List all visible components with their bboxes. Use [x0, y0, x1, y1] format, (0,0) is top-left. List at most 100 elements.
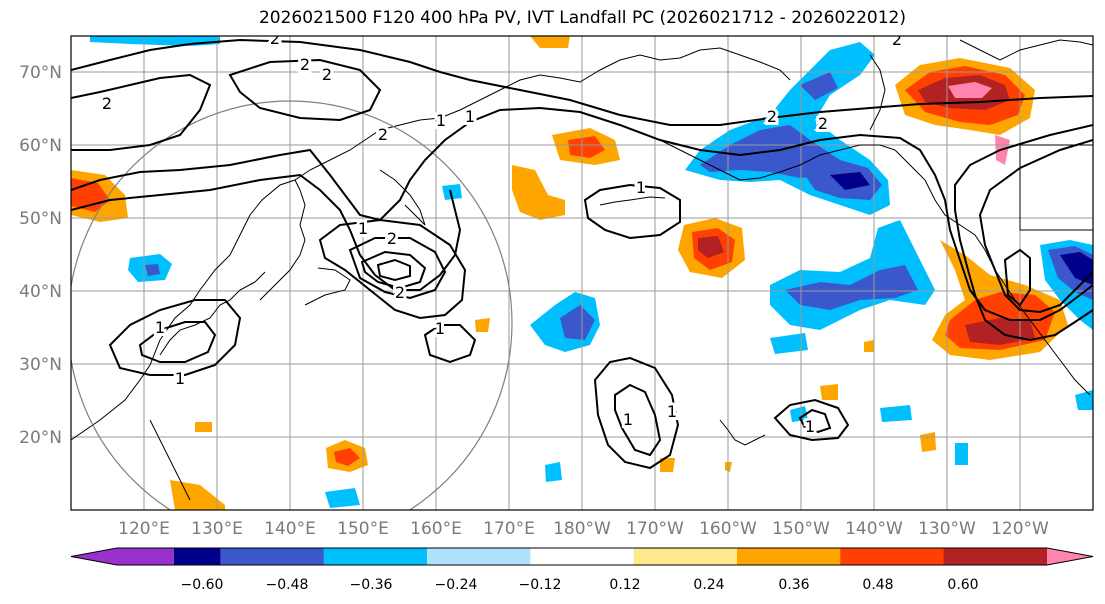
lon-label: 160°E — [410, 519, 462, 539]
lat-label: 20°N — [19, 428, 62, 448]
pv-shading — [71, 36, 1093, 510]
colorbar-tick-label: 0.48 — [862, 577, 893, 593]
contour-label: 2 — [322, 65, 332, 84]
lon-label: 150°W — [772, 519, 830, 539]
colorbar-tick-label: −0.12 — [519, 577, 562, 593]
colorbar-segment — [943, 548, 1047, 565]
map-frame — [70, 35, 1094, 511]
shade-blue-small-5 — [325, 488, 360, 508]
colorbar-segment — [840, 548, 945, 565]
colorbar-tick-label: 0.36 — [778, 577, 809, 593]
contour-label: 2 — [387, 229, 397, 248]
contour-label: 1 — [358, 219, 368, 238]
colorbar-segment — [427, 548, 531, 565]
contour-labels: 2 2 2 2 2 2 2 2 1 1 1 1 1 1 1 1 2 2 1 1 — [99, 29, 905, 439]
colorbar-segment — [323, 548, 428, 565]
lon-label: 170°E — [483, 519, 535, 539]
reference-circle — [71, 100, 513, 510]
colorbar-segment — [530, 548, 635, 565]
colorbar-tick-label: −0.60 — [181, 577, 224, 593]
shade-orange-3 — [512, 165, 565, 220]
colorbar-segment — [173, 548, 221, 565]
shade-navy-right — [1060, 252, 1093, 285]
shade-orange-small-10 — [660, 458, 675, 472]
contour-label: 2 — [395, 283, 405, 302]
shade-orange-top — [530, 36, 570, 48]
shade-darkred-4 — [698, 236, 724, 258]
contour-label: 1 — [805, 417, 815, 436]
shade-red-2 — [568, 136, 605, 158]
contour-label: 2 — [892, 30, 902, 49]
shade-blue-right-2 — [1075, 390, 1093, 410]
shade-red-small-5 — [334, 448, 360, 466]
contour-label: 1 — [435, 319, 445, 338]
longitude-labels: 120°E 130°E 140°E 150°E 160°E 170°E 180°… — [118, 519, 1049, 539]
shade-darkblue-mid — [785, 265, 918, 310]
contour-label: 1 — [436, 111, 446, 130]
gridlines — [71, 36, 1093, 510]
lon-label: 160°W — [699, 519, 757, 539]
colorbar-segment — [1047, 548, 1093, 565]
contour-label: 1 — [623, 410, 633, 429]
shade-blue-4 — [770, 333, 808, 354]
colorbar-tick-label: −0.24 — [435, 577, 478, 593]
shade-orange-small-13 — [920, 432, 936, 452]
contour-label: 1 — [636, 178, 646, 197]
shade-orange-small-11 — [820, 384, 838, 400]
lon-label: 120°E — [118, 519, 170, 539]
shade-darkblue-gulf-3 — [800, 72, 838, 100]
colorbar — [70, 547, 1094, 566]
lon-label: 150°E — [337, 519, 389, 539]
shade-blue-small-14 — [955, 443, 968, 465]
contour-label: 1 — [175, 369, 185, 388]
colorbar-tick-label: 0.12 — [609, 577, 640, 593]
lon-label: 130°W — [918, 519, 976, 539]
lat-label: 50°N — [19, 209, 62, 229]
contour-label: 2 — [378, 125, 388, 144]
colorbar-segment — [220, 548, 325, 565]
figure-title: 2026021500 F120 400 hPa PV, IVT Landfall… — [258, 8, 906, 28]
lon-label: 120°W — [991, 519, 1049, 539]
contour-label: 2 — [270, 29, 280, 48]
lat-label: 30°N — [19, 355, 62, 375]
contour-label: 2 — [818, 114, 828, 133]
contour-label: 1 — [465, 107, 475, 126]
colorbar-tick-label: −0.36 — [350, 577, 393, 593]
colorbar-segment — [737, 548, 841, 565]
contour-label: 1 — [155, 318, 165, 337]
lon-label: 140°W — [845, 519, 903, 539]
contour-label: 1 — [667, 402, 677, 421]
colorbar-outline — [70, 547, 1094, 566]
shade-blue-small-9 — [545, 462, 562, 482]
lon-label: 170°W — [626, 519, 684, 539]
pv-contours — [71, 38, 1093, 470]
colorbar-ticks: −0.60 −0.48 −0.36 −0.24 −0.12 0.12 0.24 … — [181, 577, 979, 593]
shade-blue-small-16 — [790, 406, 808, 422]
contour-label: 2 — [300, 55, 310, 74]
colorbar-segment — [633, 548, 738, 565]
lat-label: 40°N — [19, 282, 62, 302]
lat-label: 70°N — [19, 63, 62, 83]
contour-label: 2 — [767, 107, 777, 126]
lon-label: 140°E — [264, 519, 316, 539]
lat-label: 60°N — [19, 136, 62, 156]
shade-navy-gulf — [830, 172, 870, 190]
colorbar-segment — [71, 548, 174, 565]
contour-label: 2 — [102, 94, 112, 113]
lon-label: 180°W — [553, 519, 611, 539]
colorbar-tick-label: 0.24 — [693, 577, 724, 593]
colorbar-tick-label: −0.48 — [266, 577, 309, 593]
shade-pink-nw — [948, 82, 992, 98]
shade-darkblue-small-1 — [145, 264, 160, 276]
shade-orange-small-15 — [864, 340, 874, 352]
lon-label: 130°E — [191, 519, 243, 539]
colorbar-tick-label: 0.60 — [947, 577, 978, 593]
latitude-labels: 70°N 60°N 50°N 40°N 30°N 20°N — [19, 63, 62, 448]
shade-blue-small-12 — [880, 405, 912, 422]
shade-darkblue-3 — [560, 305, 595, 340]
coastlines — [71, 39, 1093, 501]
shade-orange-small-7 — [195, 422, 212, 432]
shade-blue-small-2 — [442, 184, 462, 200]
shade-orange-small-8 — [475, 318, 490, 332]
